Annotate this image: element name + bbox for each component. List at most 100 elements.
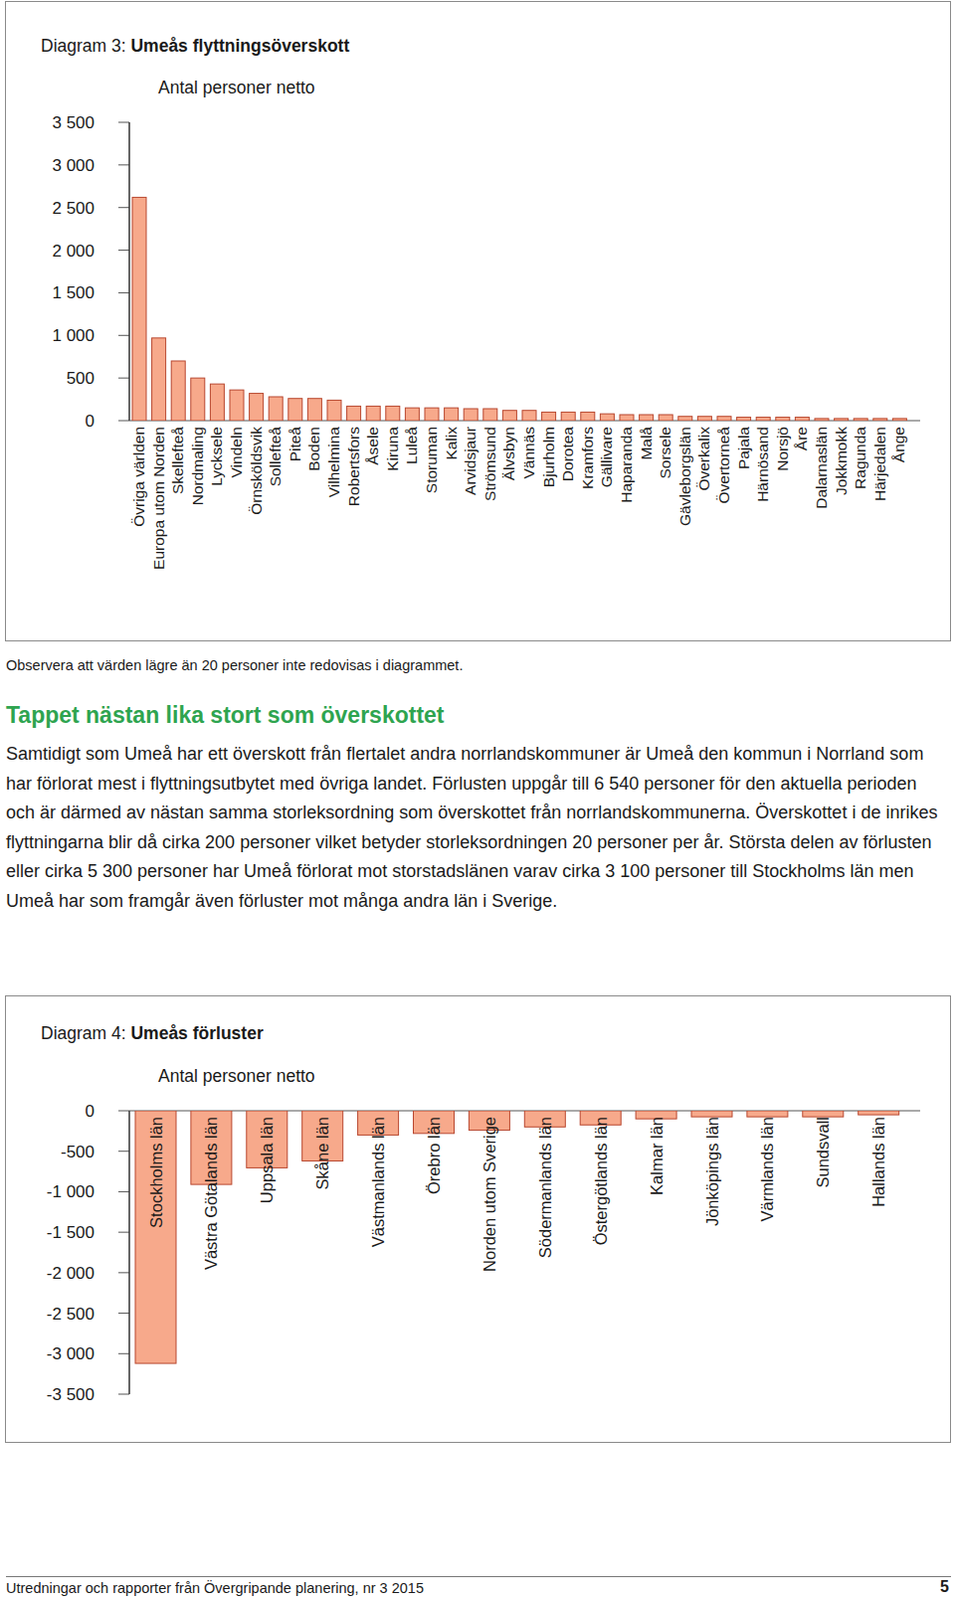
- category-label: Hallands län: [869, 1117, 888, 1208]
- bar: [697, 416, 712, 421]
- bar: [756, 417, 770, 421]
- bar: [522, 410, 537, 421]
- tick-label: 0: [85, 411, 95, 431]
- category-label: Vännäs: [520, 426, 538, 480]
- category-label: Överkalix: [695, 426, 713, 492]
- category-label: Västmanlands län: [369, 1117, 387, 1248]
- heading: Tappet nästan lika stort som överskottet: [5, 702, 445, 730]
- bar: [853, 418, 868, 421]
- bar: [561, 411, 575, 421]
- tick: [118, 292, 130, 294]
- bar: [747, 1111, 788, 1118]
- category-labels: Övriga världenEuropa utom NordenSkelleft…: [130, 426, 908, 571]
- category-label: Lycksele: [207, 426, 225, 487]
- category-label: Stockholms län: [147, 1117, 166, 1229]
- category-label: Åsele: [364, 426, 382, 466]
- category-label: Kalix: [442, 426, 460, 461]
- y-axis: [128, 1111, 131, 1395]
- bar: [814, 418, 829, 421]
- category-label: Örnsköldsvik: [247, 426, 265, 516]
- tick: [118, 164, 130, 166]
- bar: [288, 398, 303, 421]
- tick: [118, 1272, 130, 1274]
- chart-title: Diagram 3: Umeås flyttningsöverskott: [40, 35, 350, 56]
- tick: [118, 1394, 130, 1396]
- category-label: Luleå: [402, 426, 420, 465]
- tick-label: -2 000: [46, 1264, 95, 1284]
- bar: [639, 414, 654, 421]
- tick: [118, 1111, 130, 1113]
- bar: [385, 405, 400, 421]
- category-label: Europa utom Norden: [150, 426, 168, 571]
- bar: [775, 417, 790, 421]
- bar: [171, 361, 186, 421]
- bar: [307, 398, 322, 421]
- category-label: Östergötlands län: [591, 1117, 610, 1246]
- note: Observera att värden lägre än 20 persone…: [5, 657, 463, 674]
- y-axis: [128, 122, 131, 421]
- category-label: Nordmaling: [189, 426, 206, 506]
- category-label: Sorsele: [656, 426, 674, 480]
- category-label: Norsjö: [773, 426, 791, 472]
- chart-title: Diagram 4: Umeås förluster: [40, 1023, 264, 1044]
- bar: [347, 405, 362, 421]
- chart-frame: [5, 1, 952, 642]
- bar: [483, 408, 498, 421]
- tick: [118, 249, 130, 251]
- category-label: Vilhelmina: [325, 426, 343, 499]
- tick-label: -3 500: [46, 1385, 95, 1405]
- category-label: Älvsbyn: [500, 426, 518, 481]
- category-label: Bjurholm: [540, 426, 558, 488]
- category-label: Uppsala län: [257, 1117, 276, 1204]
- tick-label: 3 500: [51, 113, 95, 133]
- bar: [802, 1111, 844, 1118]
- bar: [132, 196, 147, 421]
- tick-label: 3 000: [51, 156, 95, 176]
- category-label: Åre: [792, 426, 810, 451]
- bar: [191, 378, 205, 421]
- bar: [691, 1111, 733, 1118]
- axis-label: Antal personer netto: [158, 1066, 316, 1087]
- category-label: Övriga världen: [130, 426, 148, 528]
- bar: [599, 413, 614, 421]
- bar: [229, 389, 244, 421]
- bar: [366, 405, 381, 421]
- category-label: Vindeln: [227, 426, 245, 478]
- tick-label: -1 500: [46, 1223, 95, 1243]
- category-label: Jokkmokk: [832, 426, 850, 496]
- tick: [118, 335, 130, 337]
- bar: [502, 410, 517, 421]
- tick-label: 0: [85, 1102, 95, 1122]
- bar: [737, 417, 752, 421]
- category-label: Örebro län: [424, 1117, 443, 1195]
- page-number: 5: [940, 1578, 950, 1597]
- category-labels: Stockholms län Västra Götalands län Uppsal…: [147, 1117, 889, 1273]
- tick-label: 1 500: [51, 283, 95, 303]
- category-label: Skellefteå: [169, 426, 187, 495]
- bar: [152, 338, 167, 421]
- bar: [892, 418, 907, 421]
- tick: [118, 1150, 130, 1152]
- footer: Utredningar och rapporter från Övergripa…: [5, 1580, 424, 1597]
- category-label: Arvidsjaur: [461, 426, 479, 496]
- category-label: Kiruna: [383, 426, 401, 472]
- category-label: Dalarnaslän: [812, 426, 830, 510]
- category-label: Sundsvall: [813, 1117, 832, 1189]
- category-label: Norden utom Sverige: [480, 1117, 499, 1273]
- category-label: Skåne län: [313, 1117, 332, 1190]
- bar: [444, 407, 459, 421]
- bar: [268, 396, 283, 421]
- category-label: Västra Götalands län: [201, 1117, 220, 1271]
- category-label: Malå: [637, 426, 655, 461]
- tick-label: 2 500: [51, 198, 95, 218]
- category-label: Storuman: [422, 426, 440, 494]
- tick: [118, 378, 130, 380]
- bar: [834, 418, 849, 421]
- bar: [580, 411, 595, 421]
- bar: [658, 414, 673, 421]
- tick: [118, 1313, 130, 1315]
- category-label: Kramfors: [578, 426, 596, 490]
- category-label: Värmlands län: [758, 1117, 776, 1222]
- bar: [135, 1111, 177, 1364]
- category-label: Piteå: [286, 426, 304, 463]
